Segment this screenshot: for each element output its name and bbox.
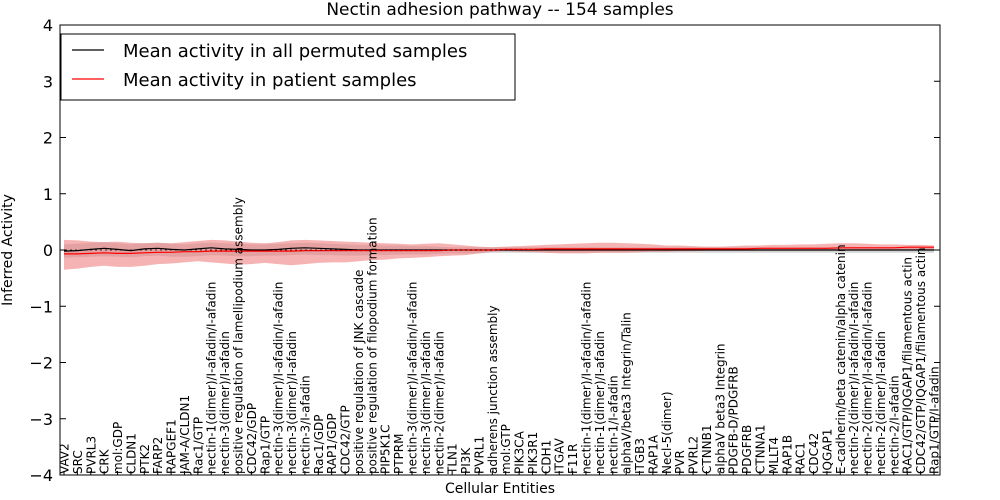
- x-tick-label: nectin-2(dimer)/I-afadin/I-afadin: [847, 282, 861, 474]
- x-tick-label: PVRL2: [687, 436, 701, 474]
- x-tick-label: adherens junction assembly: [486, 305, 500, 474]
- x-tick-label: JAM-A/CLDN1: [178, 395, 192, 475]
- x-tick-label: PTK2: [138, 444, 152, 474]
- y-axis-label: Inferred Activity: [0, 194, 16, 306]
- x-tick-label: RAPGEF1: [165, 419, 179, 474]
- x-tick-label: E-cadherin/beta catenin/alpha catenin: [834, 244, 848, 474]
- x-tick-label: PVR: [673, 450, 687, 474]
- x-tick-label: PIK3R1: [526, 432, 540, 474]
- x-tick-labels: VAV2 SRC PVRL3 CRK mol:GDP CLDN1 PTK2 FARP2 RAPG…: [58, 197, 942, 475]
- x-tick-label: nectin-1/I-afadin: [606, 375, 620, 474]
- x-tick-label: PDGFB-D/PDGFRB: [727, 366, 741, 474]
- y-tick-label: 1: [43, 185, 53, 204]
- x-tick-label: CTNNB1: [700, 424, 714, 474]
- x-tick-label: nectin-2(dimer)/I-afadin/I-afadin: [861, 282, 875, 474]
- x-tick-label: IQGAP1: [820, 429, 834, 474]
- y-tick-label: −3: [29, 410, 53, 429]
- band-layer: [64, 239, 934, 270]
- x-tick-label: nectin-3(dimer)/I-afadin: [218, 331, 232, 474]
- x-tick-label: nectin-1(dimer)/I-afadin/I-afadin: [205, 282, 219, 474]
- x-tick-label: alphaV/beta3 Integrin/Talin: [620, 312, 634, 474]
- x-tick-label: Rap1/GTP/I-afadin: [928, 366, 942, 474]
- x-tick-label: Rap1/GTP: [258, 416, 272, 474]
- chart-title: Nectin adhesion pathway -- 154 samples: [326, 0, 673, 20]
- x-tick-label: mol:GTP: [499, 424, 513, 474]
- y-tick-label: 2: [43, 129, 53, 148]
- legend-box: [60, 33, 516, 101]
- line-layer: [63, 246, 934, 255]
- x-tick-label: RAP1B: [780, 435, 794, 474]
- x-tick-label: positive regulation of filopodium format…: [365, 217, 379, 474]
- x-tick-label: nectin-2(dimer)/I-afadin: [874, 331, 888, 474]
- y-tick-label: 4: [43, 16, 53, 35]
- y-tick-label: −1: [29, 297, 53, 316]
- x-tick-label: nectin-3(dimer)/I-afadin/I-afadin: [406, 282, 420, 474]
- x-tick-label: alphaV beta3 Integrin: [713, 343, 727, 474]
- x-tick-label: ITGAV: [553, 437, 567, 474]
- x-tick-label: CDC42/GDP: [245, 403, 259, 474]
- series-line-patient: [64, 246, 934, 255]
- x-tick-label: positive regulation of JNK cascade: [352, 270, 366, 474]
- x-tick-label: PIP5K1C: [379, 424, 393, 474]
- x-tick-label: CTNNA1: [754, 424, 768, 474]
- y-tick-label: 3: [43, 72, 53, 91]
- x-tick-label: CDC42/GTP/IQGAP1/filamentous actin: [914, 248, 928, 474]
- x-tick-label: PIK3CA: [513, 430, 527, 474]
- x-tick-label: SRC: [71, 450, 85, 474]
- y-tick-label: 0: [43, 241, 53, 260]
- x-tick-label: nectin-2/I-afadin: [887, 375, 901, 474]
- band-patient: [64, 239, 934, 270]
- x-tick-label: Necl-5(dimer): [660, 391, 674, 474]
- legend-label-patient: Mean activity in patient samples: [123, 70, 417, 91]
- x-axis-label: Cellular Entities: [445, 481, 555, 497]
- x-tick-label: nectin-3/I-afadin: [298, 375, 312, 474]
- x-tick-label: nectin-2(dimer)/I-afadin: [432, 331, 446, 474]
- x-tick-label: FARP2: [151, 437, 165, 474]
- legend-label-permuted: Mean activity in all permuted samples: [123, 41, 467, 62]
- x-tick-label: RAP1A: [646, 434, 660, 474]
- x-tick-label: F11R: [566, 443, 580, 474]
- x-tick-label: Rac1/GTP: [191, 417, 205, 474]
- x-tick-label: nectin-3(dimer)/I-afadin/I-afadin: [272, 282, 286, 474]
- x-tick-label: CRK: [98, 448, 112, 474]
- x-tick-label: VAV2: [58, 443, 72, 474]
- x-tick-label: RAC1: [794, 442, 808, 474]
- x-tick-label: CLDN1: [124, 433, 138, 474]
- x-tick-label: ITGB3: [633, 438, 647, 474]
- x-tick-label: nectin-3(dimer)/I-afadin: [285, 331, 299, 474]
- x-tick-label: CDC42/GTP: [339, 405, 353, 474]
- y-tick-label: −4: [29, 466, 53, 485]
- x-tick-label: MLLT4: [767, 437, 781, 474]
- x-tick-label: RAC1/GTP/IQGAP1/filamentous actin: [901, 257, 915, 474]
- x-tick-label: nectin-3(dimer)/I-afadin: [419, 331, 433, 474]
- x-tick-label: PVRL1: [472, 436, 486, 474]
- x-tick-label: CDH1: [539, 440, 553, 474]
- x-tick-label: nectin-1(dimer)/I-afadin: [593, 331, 607, 474]
- x-tick-label: TLN1: [446, 443, 460, 475]
- x-tick-label: Rac1/GDP: [312, 415, 326, 474]
- x-tick-label: PI3K: [459, 447, 473, 474]
- y-tick-label: −2: [29, 354, 53, 373]
- x-tick-label: PDGFRB: [740, 425, 754, 474]
- x-tick-label: mol:GDP: [111, 422, 125, 474]
- x-tick-label: CDC42: [807, 433, 821, 474]
- x-tick-label: nectin-1(dimer)/I-afadin/I-afadin: [580, 282, 594, 474]
- x-tick-label: PTPRM: [392, 434, 406, 475]
- legend: Mean activity in all permuted samples Me…: [60, 33, 516, 101]
- y-axis: 4 3 2 1 0 −1 −2 −3 −4: [29, 16, 940, 485]
- x-tick-label: PVRL3: [84, 436, 98, 474]
- x-tick-label: RAP1/GDP: [325, 413, 339, 474]
- x-tick-label: positive regulation of lamellipodium ass…: [232, 197, 246, 474]
